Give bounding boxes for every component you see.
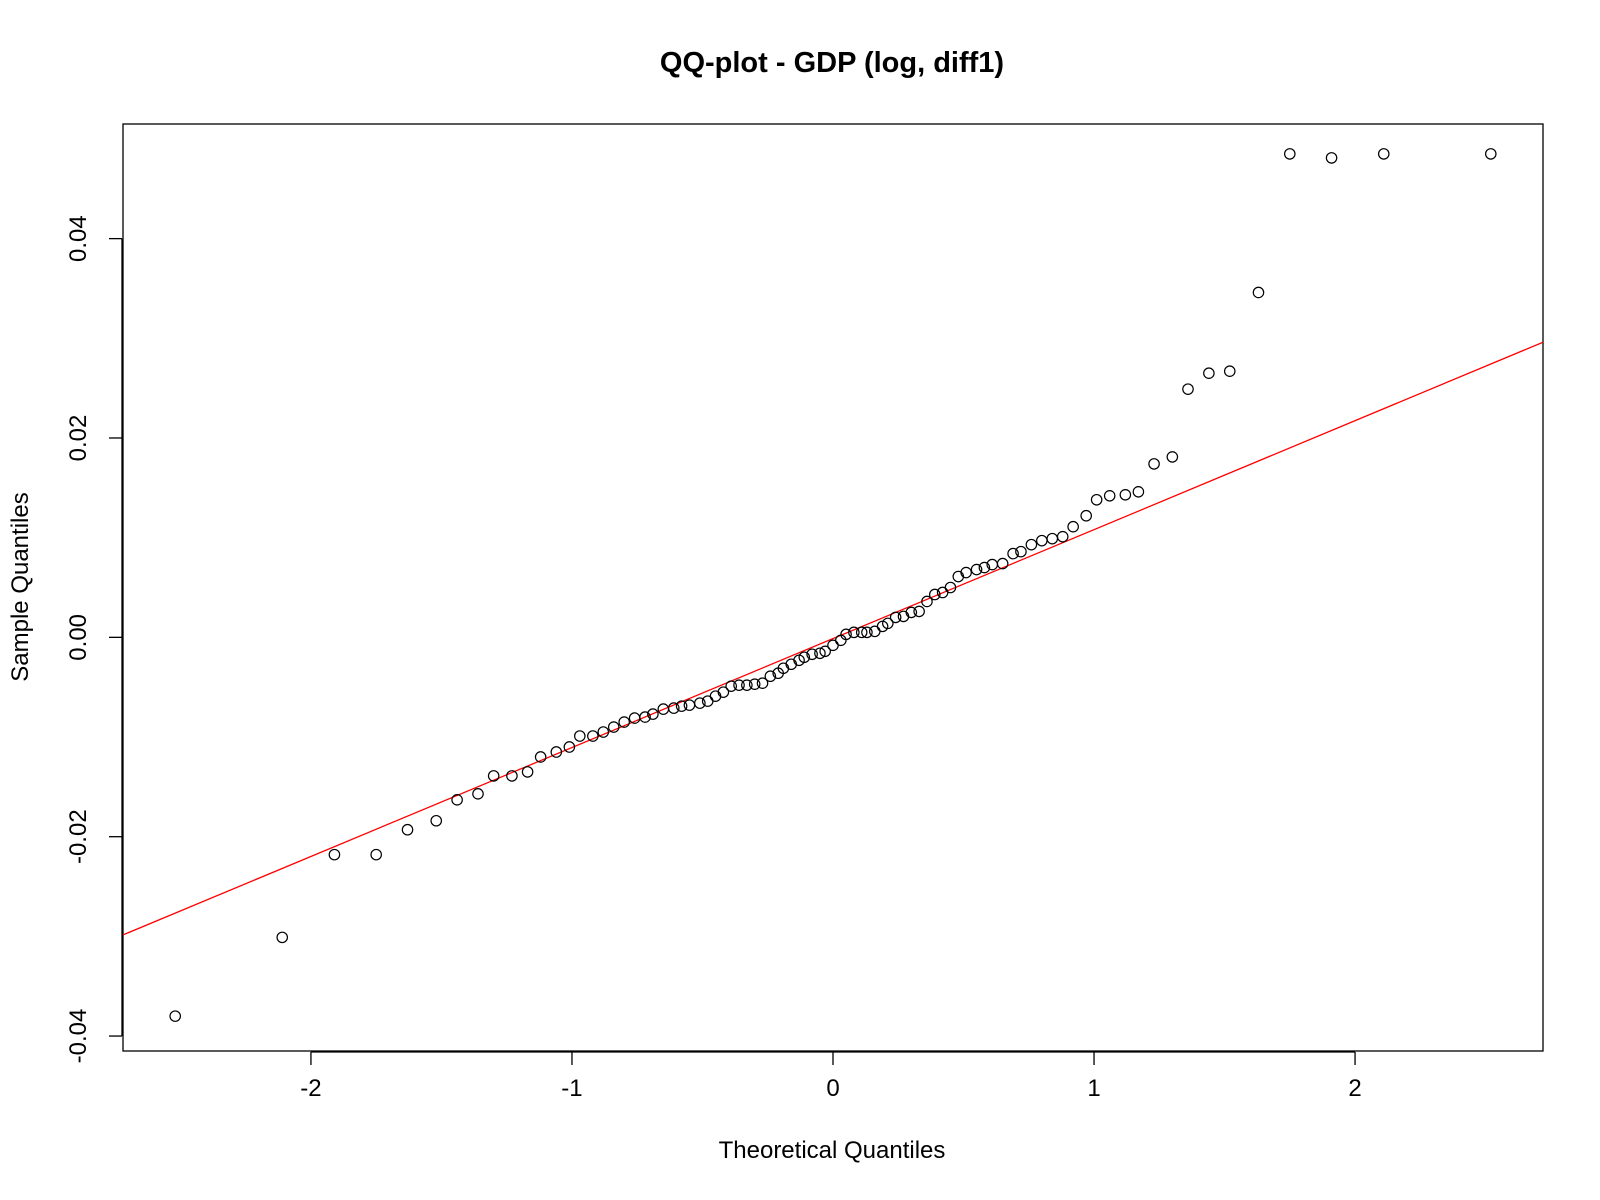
data-point xyxy=(169,1010,182,1022)
data-point xyxy=(574,730,586,742)
data-point xyxy=(1025,538,1038,551)
data-point xyxy=(1056,530,1069,543)
data-point xyxy=(1223,365,1236,377)
data-point xyxy=(764,670,777,683)
data-point xyxy=(370,848,382,861)
data-point xyxy=(1132,486,1145,498)
data-point xyxy=(276,931,289,944)
data-point xyxy=(1166,451,1179,463)
data-point xyxy=(855,626,868,639)
data-point xyxy=(1203,367,1215,379)
data-point xyxy=(1119,488,1132,501)
data-point xyxy=(675,700,688,712)
data-point xyxy=(741,679,753,691)
x-tick-label: 2 xyxy=(1348,1075,1361,1102)
data-point xyxy=(960,566,972,579)
data-point xyxy=(1284,148,1296,160)
data-point xyxy=(587,730,599,742)
chart-title: QQ-plot - GDP (log, diff1) xyxy=(660,47,1004,79)
x-axis-label: Theoretical Quantiles xyxy=(719,1137,946,1164)
data-point xyxy=(1015,545,1027,558)
data-point xyxy=(1046,532,1059,545)
data-point xyxy=(1067,520,1079,533)
data-point xyxy=(1036,534,1048,547)
data-point xyxy=(921,595,933,608)
data-point xyxy=(521,766,534,778)
data-point xyxy=(889,611,902,624)
data-point xyxy=(840,628,852,641)
data-point xyxy=(819,645,831,658)
data-point xyxy=(806,648,818,661)
data-point xyxy=(451,794,463,806)
data-point xyxy=(725,680,737,692)
data-point xyxy=(798,651,811,664)
x-tick-label: 0 xyxy=(826,1075,839,1102)
data-point xyxy=(1080,509,1092,522)
data-point xyxy=(1252,286,1265,299)
y-tick-label: -0.04 xyxy=(65,1009,92,1064)
data-point xyxy=(430,814,443,827)
y-tick-label: 0.02 xyxy=(65,415,92,462)
data-point xyxy=(550,746,563,758)
data-point xyxy=(1103,489,1116,502)
data-point xyxy=(882,617,894,630)
x-axis: -2 -1 0 1 2 xyxy=(300,1051,1362,1102)
y-tick-label: -0.02 xyxy=(65,809,92,864)
data-point xyxy=(328,848,341,861)
x-tick-label: -1 xyxy=(561,1075,582,1102)
data-point xyxy=(913,605,925,618)
data-point xyxy=(639,711,651,723)
data-point xyxy=(1007,547,1019,560)
data-point xyxy=(868,625,881,638)
data-point xyxy=(618,716,630,728)
data-point xyxy=(748,678,761,690)
data-point xyxy=(756,677,769,689)
data-point xyxy=(1377,148,1390,160)
data-point xyxy=(487,770,500,782)
data-points xyxy=(169,148,1497,1022)
data-point xyxy=(996,557,1009,570)
data-point xyxy=(848,626,860,639)
data-point xyxy=(905,606,918,619)
data-point xyxy=(827,639,839,652)
data-point xyxy=(694,697,706,709)
data-point xyxy=(970,563,983,576)
data-point xyxy=(733,679,745,691)
data-point xyxy=(563,741,576,753)
y-axis-label: Sample Quantiles xyxy=(7,492,34,681)
data-point xyxy=(1090,493,1103,506)
data-point xyxy=(401,823,414,836)
data-point xyxy=(1182,383,1194,395)
data-point xyxy=(647,708,659,720)
y-tick-label: 0.00 xyxy=(65,614,92,661)
y-axis: -0.04 -0.02 0.00 0.02 0.04 xyxy=(65,215,123,1064)
data-point xyxy=(683,699,696,711)
data-point xyxy=(717,686,730,698)
data-point xyxy=(814,647,826,660)
data-point xyxy=(929,588,941,601)
data-point xyxy=(597,726,610,738)
data-point xyxy=(944,581,957,594)
data-point xyxy=(1484,148,1497,160)
data-point xyxy=(1325,152,1338,164)
x-tick-label: 1 xyxy=(1087,1075,1100,1102)
data-point xyxy=(506,770,518,782)
data-point xyxy=(978,561,991,574)
data-point xyxy=(472,788,484,800)
y-tick-label: 0.04 xyxy=(65,215,92,262)
plot-frame xyxy=(122,123,1544,1052)
x-tick-label: -2 xyxy=(300,1075,321,1102)
data-point xyxy=(607,721,620,733)
data-point xyxy=(861,626,873,639)
data-point xyxy=(1148,458,1160,470)
data-point xyxy=(534,751,547,763)
reference-line xyxy=(122,341,1544,936)
data-point xyxy=(667,702,680,714)
